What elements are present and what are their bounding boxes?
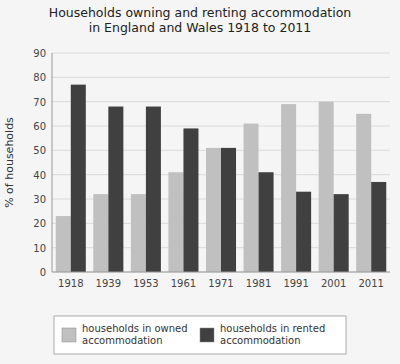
x-tick-label: 1981 bbox=[246, 278, 271, 289]
legend-box bbox=[54, 316, 346, 354]
legend-swatch bbox=[200, 328, 214, 342]
x-tick-label: 1953 bbox=[133, 278, 158, 289]
background bbox=[0, 0, 400, 364]
y-tick-label: 40 bbox=[33, 170, 46, 181]
bar bbox=[296, 192, 311, 272]
grid-line bbox=[52, 126, 390, 127]
x-tick-label: 1939 bbox=[96, 278, 121, 289]
bar bbox=[108, 107, 123, 272]
bar bbox=[244, 124, 259, 272]
y-tick-label: 50 bbox=[33, 145, 46, 156]
legend-label: households in rentedaccommodation bbox=[220, 323, 325, 346]
title: Households owning and renting accommodat… bbox=[49, 5, 352, 35]
bars bbox=[56, 85, 386, 272]
x-tick-label: 2001 bbox=[321, 278, 346, 289]
chart: Households owning and renting accommodat… bbox=[0, 0, 400, 364]
legend-label: households in ownedaccommodation bbox=[82, 323, 188, 346]
grid-line bbox=[52, 53, 390, 54]
legend-swatch bbox=[62, 328, 76, 342]
x-tick-label: 1971 bbox=[208, 278, 233, 289]
bar bbox=[183, 128, 198, 272]
text-line: accommodation bbox=[220, 335, 300, 346]
bar bbox=[131, 194, 146, 272]
y-tick-label: 90 bbox=[33, 48, 46, 59]
bar bbox=[281, 104, 296, 272]
y-tick-label: 10 bbox=[33, 243, 46, 254]
grid-line bbox=[52, 272, 390, 273]
grid-line bbox=[52, 101, 390, 102]
chart-container: Households owning and renting accommodat… bbox=[0, 0, 400, 364]
text-line: households in owned bbox=[82, 323, 188, 334]
y-tick-label: 20 bbox=[33, 218, 46, 229]
bar bbox=[206, 148, 221, 272]
x-tick-label: 1991 bbox=[283, 278, 308, 289]
x-tick-label: 1918 bbox=[58, 278, 83, 289]
grid-line bbox=[52, 77, 390, 78]
bar bbox=[146, 107, 161, 272]
text-line: in England and Wales 1918 to 2011 bbox=[89, 20, 312, 35]
bar bbox=[93, 194, 108, 272]
bar bbox=[168, 172, 183, 272]
grid bbox=[52, 53, 390, 272]
legend: households in ownedaccommodationhousehol… bbox=[54, 316, 346, 354]
bar bbox=[319, 102, 334, 272]
x-axis-line bbox=[52, 272, 390, 273]
text-line: Households owning and renting accommodat… bbox=[49, 5, 352, 20]
y-axis-label: % of households bbox=[3, 117, 16, 208]
text-line: households in rented bbox=[220, 323, 325, 334]
x-tick-label: 2011 bbox=[358, 278, 383, 289]
text-line: accommodation bbox=[82, 335, 162, 346]
bar bbox=[221, 148, 236, 272]
bar bbox=[356, 114, 371, 272]
y-tick-label: 80 bbox=[33, 72, 46, 83]
y-tick-label: 70 bbox=[33, 97, 46, 108]
bar bbox=[259, 172, 274, 272]
bar bbox=[371, 182, 386, 272]
y-tick-label: 0 bbox=[40, 267, 46, 278]
y-tick-label: 30 bbox=[33, 194, 46, 205]
bar bbox=[334, 194, 349, 272]
x-tick-label: 1961 bbox=[171, 278, 196, 289]
y-tick-label: 60 bbox=[33, 121, 46, 132]
y-axis-line bbox=[52, 53, 53, 272]
bar bbox=[56, 216, 71, 272]
bar bbox=[71, 85, 86, 272]
